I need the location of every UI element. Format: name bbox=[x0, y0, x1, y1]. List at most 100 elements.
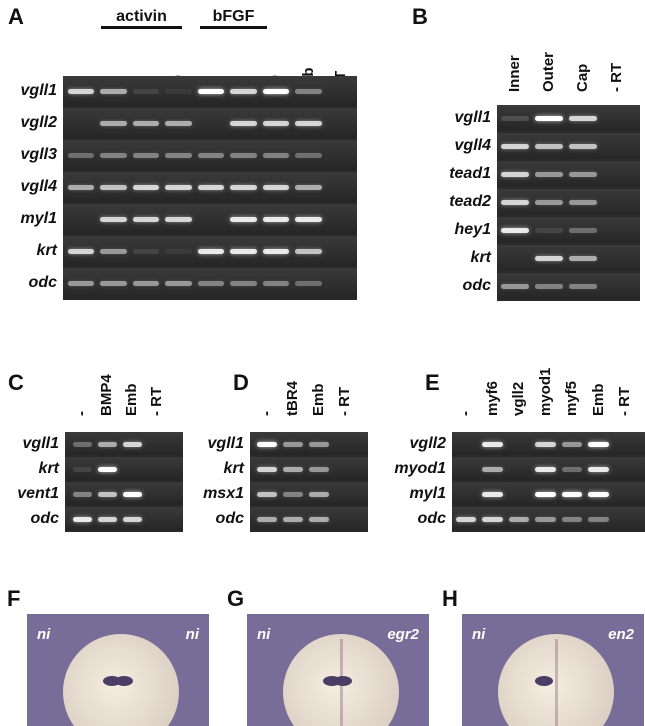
gene-label: vgll3 bbox=[20, 146, 57, 163]
midline-stain bbox=[555, 639, 558, 726]
gel-band bbox=[569, 200, 597, 205]
gel-band bbox=[588, 491, 609, 497]
lane-label: - bbox=[457, 411, 474, 416]
gel-band bbox=[100, 153, 127, 158]
gel-image bbox=[65, 432, 183, 532]
gel-band bbox=[501, 284, 529, 289]
gel-band bbox=[257, 466, 277, 472]
gel-band bbox=[97, 491, 117, 497]
probe-label-left: ni bbox=[472, 626, 486, 643]
lane-label: - bbox=[73, 411, 90, 416]
gel-band bbox=[561, 516, 583, 522]
gel-band bbox=[295, 249, 322, 254]
gel-lane-row bbox=[250, 432, 368, 455]
treatment-group-label: activin bbox=[101, 8, 182, 29]
gel-band bbox=[569, 144, 597, 149]
gel-band bbox=[97, 516, 117, 522]
lane-label: myf5 bbox=[563, 380, 580, 416]
probe-label-right: ni bbox=[185, 626, 199, 643]
gel-lane-row bbox=[63, 140, 357, 170]
gel-lane-row bbox=[63, 236, 357, 266]
gel-band bbox=[262, 185, 290, 190]
gel-band bbox=[165, 217, 192, 222]
gel-band bbox=[535, 284, 563, 289]
gel-band bbox=[132, 185, 160, 190]
lane-label: Inner bbox=[506, 55, 523, 92]
gel-band bbox=[257, 491, 277, 497]
panel-label: A bbox=[8, 4, 24, 29]
gel-lane-row bbox=[63, 108, 357, 138]
gel-band bbox=[72, 466, 92, 472]
gel-lane-row bbox=[497, 245, 640, 271]
gene-label: vgll2 bbox=[409, 434, 446, 452]
gel-band bbox=[100, 281, 127, 286]
gene-label: vgll1 bbox=[454, 109, 491, 126]
gel-band bbox=[569, 256, 597, 261]
lane-label: vgll2 bbox=[510, 381, 527, 416]
gel-band bbox=[295, 281, 322, 286]
gene-label: odc bbox=[462, 277, 491, 294]
gel-band bbox=[295, 121, 322, 126]
gel-band bbox=[309, 441, 329, 447]
gel-band bbox=[569, 116, 597, 121]
lane-label: myod1 bbox=[536, 367, 554, 416]
gel-band bbox=[482, 491, 503, 497]
gene-label: tead2 bbox=[449, 193, 491, 210]
gel-band bbox=[132, 153, 160, 158]
gene-label: hey1 bbox=[454, 221, 491, 238]
gel-lane-row bbox=[497, 189, 640, 215]
gene-label: vent1 bbox=[17, 484, 59, 502]
gel-band bbox=[501, 116, 529, 121]
gel-band bbox=[309, 516, 329, 522]
gel-band bbox=[309, 491, 329, 497]
gel-band bbox=[67, 89, 95, 94]
gene-label: odc bbox=[28, 274, 57, 291]
panel-label: C bbox=[8, 370, 24, 395]
panel-label: F bbox=[7, 586, 21, 611]
gel-band bbox=[197, 185, 225, 190]
gel-band bbox=[262, 249, 290, 254]
gel-band bbox=[165, 249, 192, 254]
stain-spot bbox=[115, 676, 134, 686]
gel-band bbox=[230, 89, 257, 94]
gel-band bbox=[508, 516, 530, 522]
gel-band bbox=[100, 121, 127, 126]
gel-band bbox=[501, 200, 529, 205]
lane-label: - RT bbox=[148, 386, 165, 416]
gel-band bbox=[122, 516, 142, 522]
gel-band bbox=[283, 466, 303, 472]
gel-band bbox=[100, 89, 127, 94]
gel-band bbox=[257, 441, 277, 447]
gel-lane-row bbox=[65, 482, 183, 505]
gene-label: vgll1 bbox=[20, 82, 57, 99]
stain-spot bbox=[535, 676, 554, 686]
lane-label: BMP4 bbox=[98, 374, 115, 416]
gel-band bbox=[72, 441, 92, 447]
gel-lane-row bbox=[452, 507, 645, 530]
gel-band bbox=[501, 172, 529, 177]
gel-band bbox=[197, 249, 225, 254]
lane-label: - RT bbox=[608, 62, 625, 92]
gel-band bbox=[132, 89, 160, 94]
panel-label: E bbox=[425, 370, 440, 395]
gel-image bbox=[497, 105, 640, 301]
probe-label-right: en2 bbox=[608, 626, 634, 643]
stain-spot bbox=[102, 676, 121, 686]
gel-band bbox=[295, 89, 322, 94]
gene-label: myod1 bbox=[394, 459, 446, 477]
gel-band bbox=[535, 256, 563, 261]
gel-band bbox=[535, 516, 556, 522]
lane-label: tBR4 bbox=[284, 380, 301, 416]
gel-band bbox=[132, 121, 160, 126]
gene-label: krt bbox=[470, 249, 491, 266]
embryo-photo: ni ni bbox=[27, 614, 209, 726]
embryo-photo: ni en2 bbox=[462, 614, 644, 726]
gene-label: krt bbox=[223, 459, 244, 477]
gel-band bbox=[122, 441, 142, 447]
gene-label: krt bbox=[36, 242, 57, 259]
gel-band bbox=[165, 89, 192, 94]
gel-band bbox=[295, 185, 322, 190]
gel-band bbox=[67, 153, 95, 158]
gel-lane-row bbox=[63, 204, 357, 234]
gel-band bbox=[197, 89, 225, 94]
